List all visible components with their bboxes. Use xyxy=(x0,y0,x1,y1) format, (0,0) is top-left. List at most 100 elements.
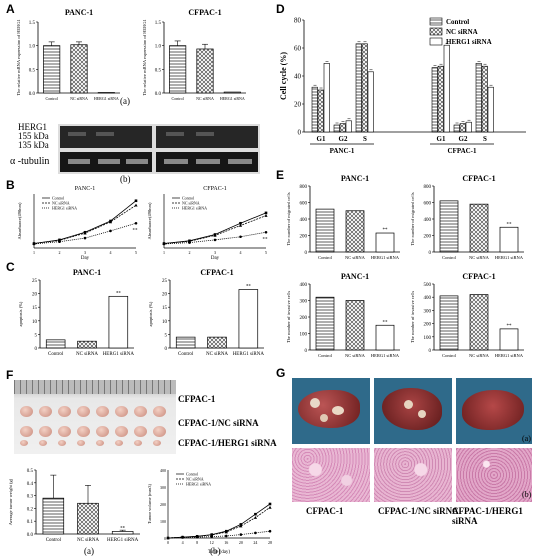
data-point xyxy=(32,242,36,246)
bar xyxy=(77,340,97,349)
significance-mark: ** xyxy=(507,324,513,329)
y-tick-label: 800 xyxy=(300,185,308,190)
bar xyxy=(196,48,214,94)
bar xyxy=(207,336,227,349)
y-tick-label: 60 xyxy=(294,45,302,53)
data-point xyxy=(58,240,61,243)
significance-mark: ** xyxy=(120,526,126,531)
significance-mark: ** xyxy=(116,291,122,296)
y-tick-label: 200 xyxy=(424,235,432,240)
blot-label-herg1: HERG1 xyxy=(18,122,47,132)
western-blot xyxy=(58,124,260,174)
x-tick-label: S xyxy=(483,135,487,143)
bar xyxy=(315,296,335,351)
bar xyxy=(375,232,395,253)
x-tick-label: 3 xyxy=(84,250,86,255)
bar xyxy=(345,120,352,133)
y-axis-label: The number of invasive cells xyxy=(286,291,291,343)
y-tick-label: 0.0 xyxy=(27,533,34,538)
blot-label-155: 155 kDa xyxy=(18,131,49,141)
bar xyxy=(345,300,365,351)
bar xyxy=(453,124,460,133)
y-tick-label: 15 xyxy=(162,306,168,311)
significance-mark: ** xyxy=(507,222,513,227)
chart-title: CFPAC-1 xyxy=(200,268,233,277)
tumor-sample xyxy=(58,406,71,417)
data-point xyxy=(210,535,214,538)
chart-title: PANC-1 xyxy=(341,174,369,183)
legend-label: Control xyxy=(52,196,65,201)
y-tick-label: 200 xyxy=(300,316,308,321)
y-tick-label: 0 xyxy=(429,251,432,256)
y-tick-label: 300 xyxy=(424,309,432,314)
y-tick-label: 0.3 xyxy=(27,495,34,500)
tumor-sample xyxy=(153,426,166,437)
bar xyxy=(437,65,444,133)
panel-label-c: C xyxy=(6,260,15,274)
y-tick-label: 20 xyxy=(294,101,302,109)
y-tick-label: 200 xyxy=(424,323,432,328)
bar xyxy=(481,65,488,133)
y-tick-label: 0.4 xyxy=(27,482,34,487)
x-tick-label: NC siRNA xyxy=(70,96,88,101)
tumor-photo xyxy=(14,380,176,454)
data-point xyxy=(239,524,243,528)
bar xyxy=(323,63,330,133)
tumor-sample xyxy=(20,426,33,437)
x-tick-label: 5 xyxy=(265,250,267,255)
bar xyxy=(443,44,450,133)
y-tick-label: 400 xyxy=(300,218,308,223)
y-tick-label: 0.0 xyxy=(29,92,36,97)
y-tick-label: 0 xyxy=(305,251,308,256)
group-label: CFPAC-1 xyxy=(447,147,477,155)
histology-1 xyxy=(292,448,370,502)
bar xyxy=(333,124,340,133)
panel-label-e: E xyxy=(276,168,285,182)
bar xyxy=(317,89,324,133)
panel-b-chart-panc1: PANC-1 Absorbance(490nm) Day 1 2 3 4 5 ControlNC… xyxy=(17,186,138,260)
data-point xyxy=(210,533,214,537)
data-point xyxy=(253,516,258,519)
y-tick-label: 1.5 xyxy=(29,21,36,26)
x-tick-label: Control xyxy=(442,353,457,358)
series-line xyxy=(33,222,137,245)
legend-label: HERG1 siRNA xyxy=(52,206,77,211)
x-tick-label: G2 xyxy=(459,135,468,143)
data-point xyxy=(83,236,87,240)
y-axis-label: Average tumor weight (g) xyxy=(8,478,13,525)
y-tick-label: 0.5 xyxy=(27,469,34,474)
y-axis-label: The relative mRNA expression of HERG1 xyxy=(16,19,21,95)
x-tick-label: G1 xyxy=(317,135,326,143)
bar xyxy=(431,67,438,133)
data-point xyxy=(162,242,166,246)
panel-e-chart-invasive-cfpac1: CFPAC-1 The number of invasive cells 0 100 2… xyxy=(410,272,524,358)
x-tick-label: 0 xyxy=(167,540,169,545)
y-tick-label: 0.2 xyxy=(27,507,34,512)
x-tick-label: NC siRNA xyxy=(469,255,490,260)
x-tick-label: Control xyxy=(442,255,457,260)
histology-3 xyxy=(456,448,532,502)
x-tick-label: 2 xyxy=(189,250,191,255)
y-axis-label: The number of migrated cells xyxy=(410,192,415,245)
data-point xyxy=(181,536,184,539)
y-tick-label: 0.0 xyxy=(155,92,162,97)
x-tick-label: NC siRNA xyxy=(196,96,214,101)
bar xyxy=(459,123,466,133)
x-tick-label: 1 xyxy=(33,250,35,255)
data-point xyxy=(224,534,228,538)
y-tick-label: 0 xyxy=(164,536,166,541)
data-point xyxy=(134,221,138,225)
y-tick-label: 400 xyxy=(424,296,432,301)
x-tick-label: 4 xyxy=(182,540,184,545)
x-tick-label: 2 xyxy=(59,250,61,255)
tumor-sample xyxy=(134,440,142,446)
y-axis-label: The relative mRNA expression of HERG1 xyxy=(142,19,147,95)
panel-label-a: A xyxy=(6,2,15,16)
liver-photo-1 xyxy=(292,378,370,444)
bar xyxy=(439,200,459,253)
data-point xyxy=(239,523,243,526)
tumor-sample xyxy=(20,406,33,417)
x-tick-label: 5 xyxy=(135,250,137,255)
x-tick-label: 3 xyxy=(214,250,216,255)
y-tick-label: 600 xyxy=(424,202,432,207)
